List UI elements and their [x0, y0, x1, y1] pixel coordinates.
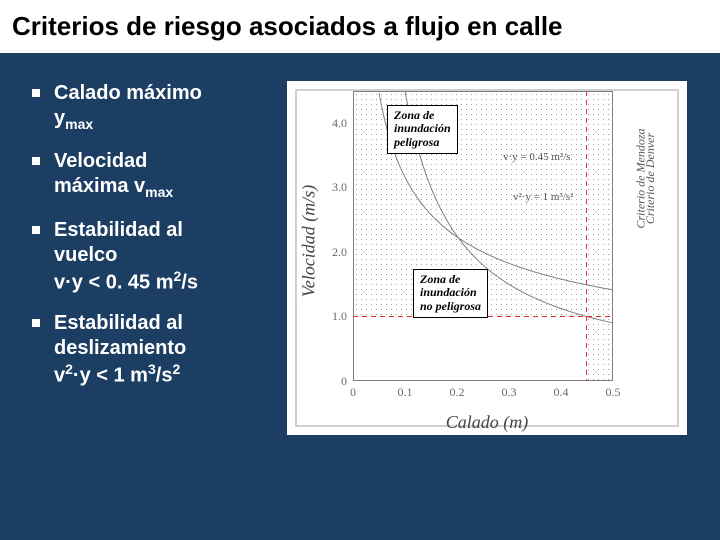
x-tick: 0.5 — [598, 385, 628, 400]
bullet-1-symbol: y — [54, 107, 65, 129]
bullet-4-eq-mid: ·y < 1 m — [73, 365, 148, 387]
bullet-list: Calado máximo ymax Velocidad máxima vmax… — [32, 81, 267, 405]
bullet-4-eq-pre: v — [54, 365, 65, 387]
bullet-4-sup2: 3 — [148, 361, 156, 377]
bullet-3-text2: vuelco — [54, 244, 117, 266]
x-tick: 0.3 — [494, 385, 524, 400]
danger-l3: peligrosa — [394, 135, 439, 149]
bullet-4-text1: Estabilidad al — [54, 312, 183, 334]
bullet-2-sub: max — [145, 184, 173, 200]
red-vline — [586, 91, 587, 381]
bullet-4-text2: deslizamiento — [54, 337, 186, 359]
x-tick: 0.2 — [442, 385, 472, 400]
bullet-1-text: Calado máximo — [54, 82, 202, 104]
danger-zone-label: Zona de inundación peligrosa — [387, 105, 458, 154]
eq-label-2: v²·y = 1 m³/s² — [513, 191, 573, 203]
bullet-2-text: Velocidad — [54, 150, 147, 172]
y-axis-label: Velocidad (m/s) — [299, 184, 320, 296]
x-tick: 0.4 — [546, 385, 576, 400]
plot-area: Zona de inundación peligrosa Zona de inu… — [353, 91, 613, 381]
safe-l2: inundación — [420, 285, 477, 299]
y-tick: 2.0 — [319, 245, 347, 260]
slide-title: Criterios de riesgo asociados a flujo en… — [0, 0, 720, 53]
bullet-3-text1: Estabilidad al — [54, 219, 183, 241]
chart-panel: Velocidad (m/s) Calado (m) Zona de in — [287, 81, 687, 435]
danger-l1: Zona de — [394, 108, 434, 122]
eq-label-1: v·y = 0.45 m²/s — [503, 151, 571, 163]
bullet-4-sup1: 2 — [65, 361, 73, 377]
bullet-1: Calado máximo ymax — [32, 81, 267, 134]
bullet-2-text2: máxima v — [54, 175, 145, 197]
bullet-4-sup3: 2 — [172, 361, 180, 377]
bullet-3-eq: v·y < 0. 45 m — [54, 271, 174, 293]
bullet-4-post: /s — [156, 365, 173, 387]
bullet-4: Estabilidad al deslizamiento v2·y < 1 m3… — [32, 311, 267, 389]
bullet-1-sub: max — [65, 116, 93, 132]
y-tick: 1.0 — [319, 309, 347, 324]
danger-l2: inundación — [394, 121, 451, 135]
safe-zone-label: Zona de inundación no peligrosa — [413, 269, 488, 318]
bullet-3-post: /s — [181, 271, 198, 293]
x-axis-label: Calado (m) — [446, 412, 529, 433]
x-tick: 0.1 — [390, 385, 420, 400]
x-tick: 0 — [338, 385, 368, 400]
y-tick: 3.0 — [319, 180, 347, 195]
bullet-2: Velocidad máxima vmax — [32, 149, 267, 202]
safe-l1: Zona de — [420, 272, 460, 286]
slide-content: Calado máximo ymax Velocidad máxima vmax… — [0, 53, 720, 453]
criterion-denver: Criterio de Denver — [643, 132, 658, 223]
bullet-3: Estabilidad al vuelco v·y < 0. 45 m2/s — [32, 218, 267, 296]
y-tick: 4.0 — [319, 116, 347, 131]
safe-l3: no peligrosa — [420, 299, 481, 313]
